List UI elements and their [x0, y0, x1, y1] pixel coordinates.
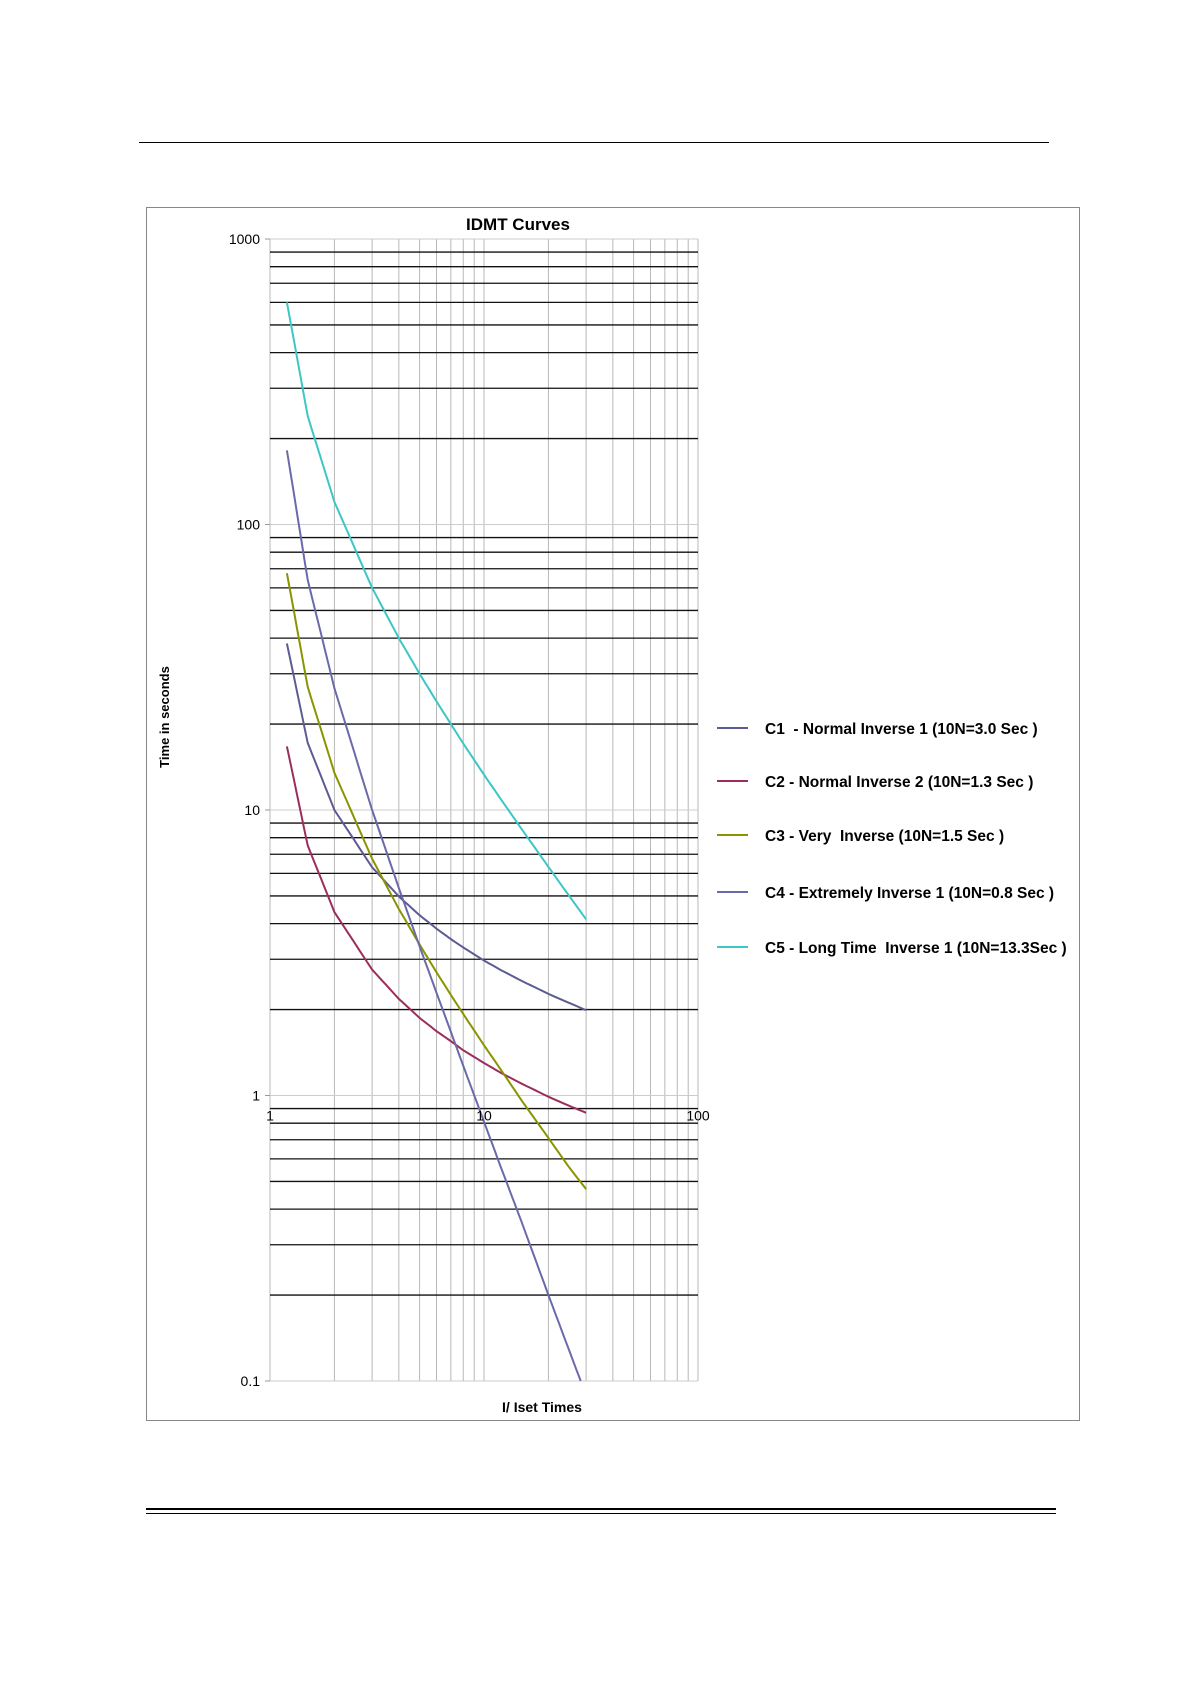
series-line-c3: [285, 573, 587, 1190]
legend-label-c3: C3 - Very Inverse (10N=1.5 Sec ): [765, 828, 1004, 845]
series-line-c1: [285, 643, 587, 1012]
series-line-c5: [285, 302, 587, 920]
series-line-c2: [285, 746, 587, 1114]
x-tick-label: 10: [476, 1108, 492, 1124]
x-tick-label: 100: [686, 1108, 710, 1124]
y-axis-label: Time in seconds: [157, 666, 172, 768]
y-tick-label: 1000: [229, 231, 260, 247]
header-rule: [139, 142, 1049, 143]
legend-label-c4: C4 - Extremely Inverse 1 (10N=0.8 Sec ): [765, 885, 1054, 902]
chart-title: IDMT Curves: [466, 215, 570, 234]
footer-rule-1: [146, 1508, 1056, 1510]
y-tick-label: 1: [252, 1088, 260, 1104]
legend-label-c5: C5 - Long Time Inverse 1 (10N=13.3Sec ): [765, 940, 1067, 957]
x-axis-label: I/ Iset Times: [502, 1399, 582, 1415]
legend-label-c2: C2 - Normal Inverse 2 (10N=1.3 Sec ): [765, 774, 1033, 791]
y-tick-label: 100: [237, 517, 261, 533]
footer-rule-2: [146, 1513, 1056, 1514]
x-tick-label: 1: [266, 1108, 274, 1124]
series-line-c4: [285, 450, 582, 1382]
y-tick-label: 10: [244, 802, 260, 818]
chart-frame: [146, 207, 1080, 1421]
legend-label-c1: C1 - Normal Inverse 1 (10N=3.0 Sec ): [765, 721, 1038, 738]
y-tick-label: 0.1: [241, 1373, 261, 1389]
